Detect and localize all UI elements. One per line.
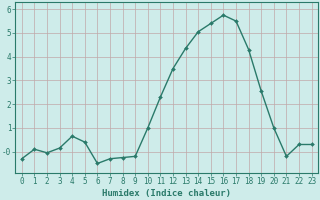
X-axis label: Humidex (Indice chaleur): Humidex (Indice chaleur) [102, 189, 231, 198]
